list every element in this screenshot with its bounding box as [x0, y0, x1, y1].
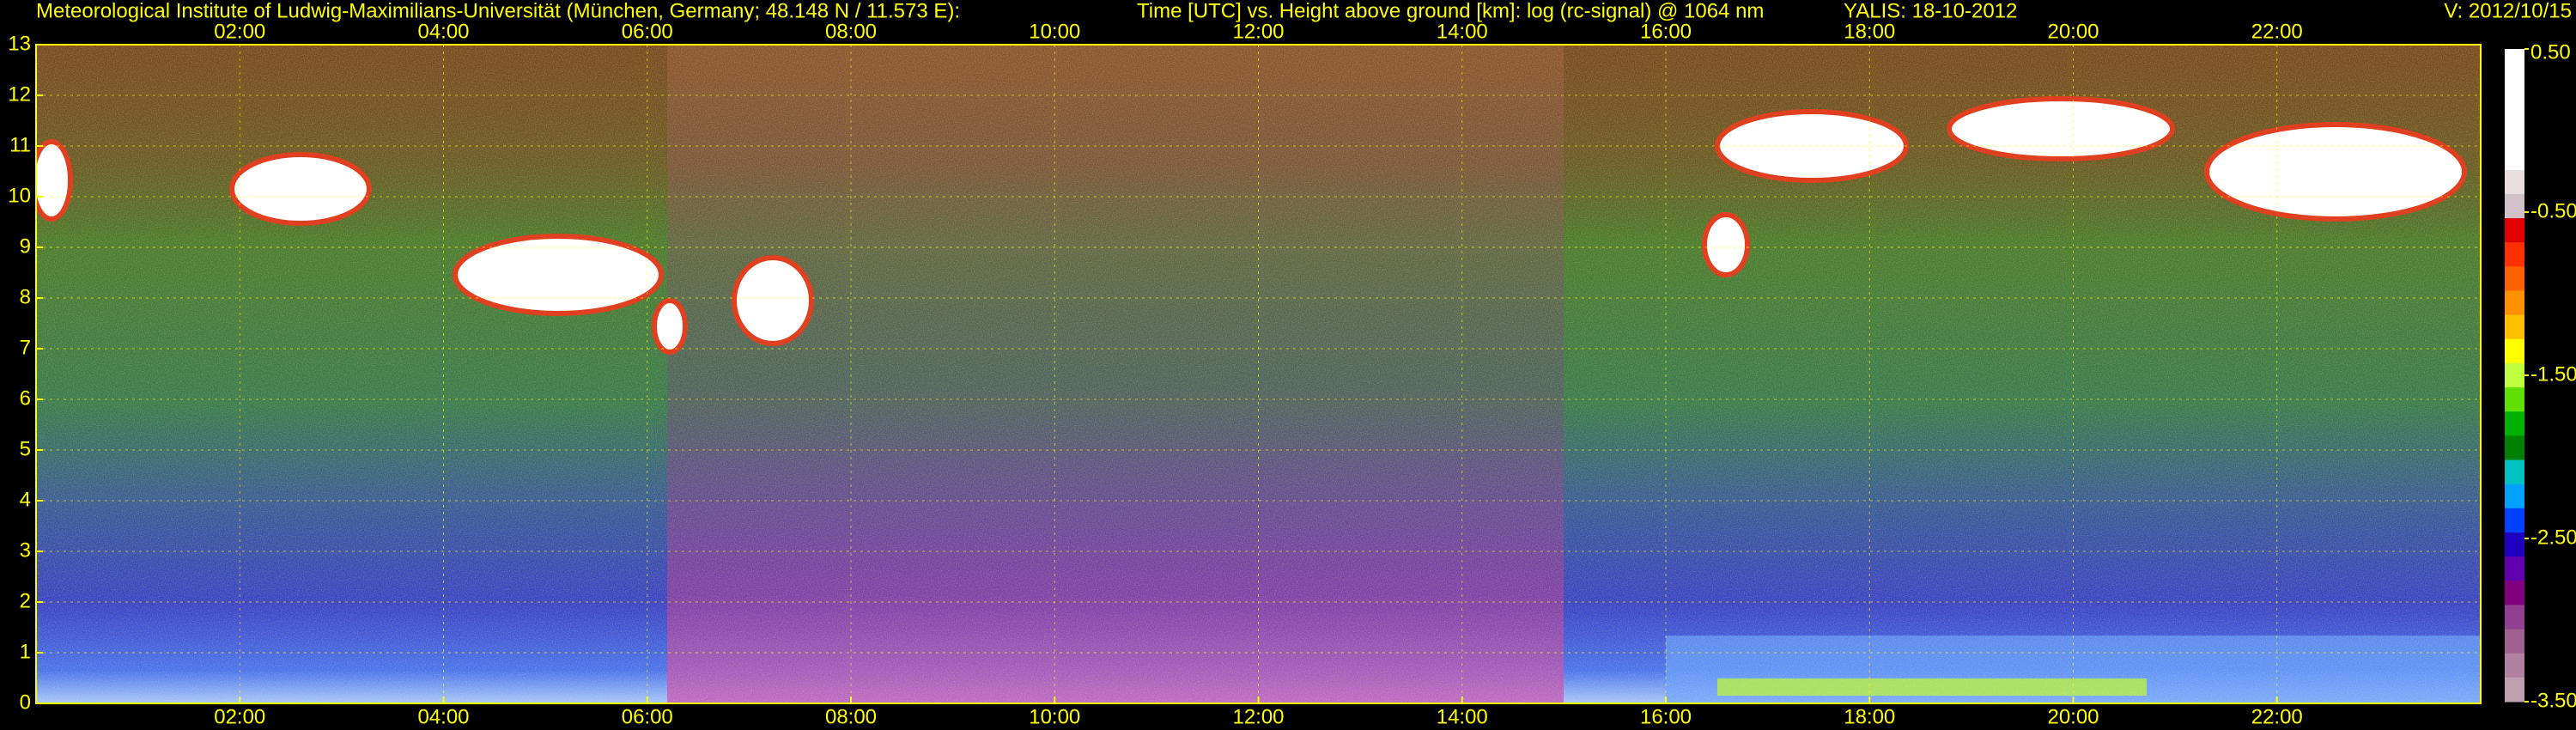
y-tick-label: 11 [9, 133, 31, 156]
colorbar-segment [2505, 508, 2524, 533]
colorbar-segment [2505, 169, 2524, 195]
x-tick-label-bottom: 20:00 [2047, 705, 2099, 728]
cloud [2204, 122, 2467, 222]
colorbar-segment [2505, 193, 2524, 219]
x-tick-label-top: 08:00 [825, 20, 877, 43]
colorbar-segment [2505, 532, 2524, 557]
colorbar-segment [2505, 266, 2524, 291]
clouds [36, 96, 2467, 355]
colorbar-segment [2505, 677, 2524, 703]
x-tick-label-bottom: 02:00 [214, 705, 265, 728]
colorbar-segment [2505, 218, 2524, 243]
colorbar-segment [2505, 49, 2524, 74]
x-tick-label-bottom: 08:00 [825, 705, 877, 728]
cloud [453, 234, 664, 316]
cloud [652, 298, 688, 355]
y-tick-label: 13 [8, 32, 31, 55]
colorbar-segment [2505, 387, 2524, 412]
colorbar-segment [2505, 97, 2524, 122]
x-tick-label-bottom: 18:00 [1844, 705, 1895, 728]
colorbar-segment [2505, 362, 2524, 388]
y-tick-label: 4 [20, 488, 31, 511]
x-tick-label-top: 14:00 [1437, 20, 1488, 43]
colorbar-segment [2505, 338, 2524, 364]
station-label: YALIS: 18-10-2012 [1844, 0, 2017, 22]
colorbar-segment [2505, 121, 2524, 147]
colorbar-segment [2505, 581, 2524, 605]
y-tick-label: 9 [20, 234, 31, 258]
x-tick-label-top: 02:00 [214, 20, 265, 43]
y-tick-label: 12 [8, 82, 31, 106]
colorbar-segment [2505, 145, 2524, 171]
colorbar-segment [2505, 435, 2524, 461]
x-tick-label-bottom: 16:00 [1640, 705, 1692, 728]
x-tick-label-top: 10:00 [1029, 20, 1080, 43]
colorbar-tick-label: -0.50 [2530, 199, 2576, 222]
y-tick-label: 3 [20, 538, 31, 562]
y-tick-label: 6 [20, 386, 31, 410]
x-tick-label-top: 18:00 [1844, 20, 1895, 43]
y-tick-label: 7 [20, 336, 31, 359]
x-tick-label-top: 06:00 [622, 20, 673, 43]
colorbar-segment [2505, 484, 2524, 509]
cloud [1947, 96, 2175, 161]
heatmap [36, 45, 2481, 703]
x-tick-label-bottom: 12:00 [1232, 705, 1284, 728]
colorbar-segment [2505, 290, 2524, 316]
colorbar-tick-label: -1.50 [2530, 362, 2576, 386]
colorbar-segment [2505, 242, 2524, 267]
colorbar-tick-label: -2.50 [2530, 526, 2576, 549]
colorbar-segment [2505, 411, 2524, 436]
colorbar-tick-label: -3.50 [2530, 689, 2576, 712]
colorbar-segment [2505, 459, 2524, 485]
chart-subtitle: Time [UTC] vs. Height above ground [km]:… [1137, 0, 1764, 22]
x-tick-label-top: 12:00 [1232, 20, 1284, 43]
colorbar-segment [2505, 605, 2524, 630]
colorbar-segment [2505, 314, 2524, 340]
cloud [36, 139, 73, 222]
y-tick-label: 8 [20, 285, 31, 308]
x-tick-label-top: 22:00 [2251, 20, 2303, 43]
cloud [732, 255, 814, 346]
y-tick-label: 1 [20, 640, 31, 663]
colorbar-tick-label: 0.50 [2530, 40, 2571, 64]
chart-title: Meteorological Institute of Ludwig-Maxim… [36, 0, 960, 22]
x-tick-label-bottom: 14:00 [1437, 705, 1488, 728]
x-tick-label-bottom: 22:00 [2251, 705, 2303, 728]
x-tick-label-bottom: 04:00 [417, 705, 469, 728]
y-tick-label: 5 [20, 437, 31, 460]
colorbar-segment [2505, 73, 2524, 98]
colorbar-segment [2505, 629, 2524, 654]
y-tick-label: 2 [20, 589, 31, 612]
y-tick-label: 0 [20, 690, 31, 714]
x-tick-label-top: 20:00 [2047, 20, 2099, 43]
colorbar-segment [2505, 653, 2524, 678]
colorbar-segment [2505, 557, 2524, 581]
cloud [229, 152, 372, 226]
x-tick-label-bottom: 10:00 [1029, 705, 1080, 728]
x-tick-label-top: 04:00 [417, 20, 469, 43]
y-tick-label: 10 [8, 184, 31, 207]
cloud [1702, 212, 1750, 277]
x-tick-label-top: 16:00 [1640, 20, 1692, 43]
version-label: V: 2012/10/15 [2444, 0, 2572, 22]
x-tick-label-bottom: 06:00 [622, 705, 673, 728]
